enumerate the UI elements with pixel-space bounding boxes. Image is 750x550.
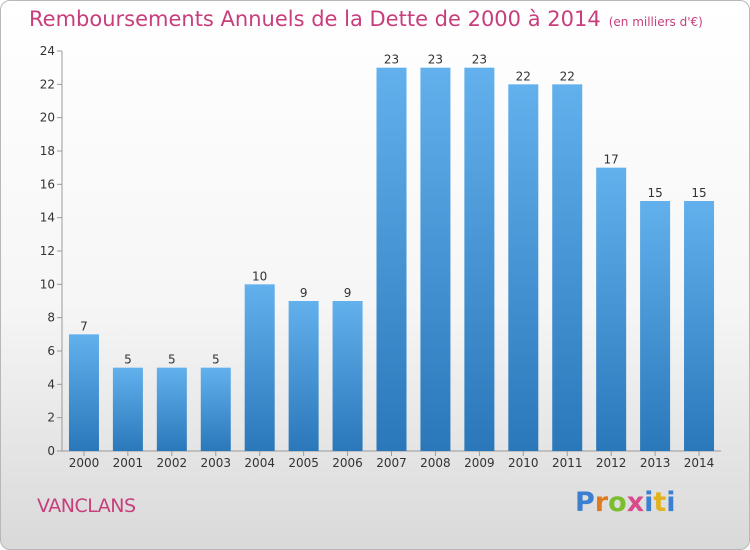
bar [640, 201, 671, 451]
x-tick-label: 2001 [113, 456, 144, 470]
data-label: 5 [168, 353, 176, 367]
x-tick-label: 2007 [376, 456, 407, 470]
data-label: 15 [691, 186, 706, 200]
y-tick-label: 22 [40, 77, 55, 91]
bar [596, 167, 627, 451]
bar [552, 84, 583, 451]
x-tick-label: 2013 [640, 456, 671, 470]
logo-letter: x [626, 487, 645, 518]
y-tick-label: 2 [47, 411, 55, 425]
data-label: 5 [124, 353, 132, 367]
x-tick-label: 2008 [420, 456, 451, 470]
x-tick-label: 2006 [332, 456, 363, 470]
bar [332, 301, 363, 451]
bar [684, 201, 715, 451]
y-tick-label: 14 [40, 211, 55, 225]
bar [68, 334, 99, 451]
y-tick-label: 10 [40, 277, 55, 291]
data-label: 23 [428, 53, 443, 67]
chart-title-main: Remboursements Annuels de la Dette de 20… [29, 7, 601, 31]
y-tick-label: 6 [47, 344, 55, 358]
bar [200, 367, 231, 451]
chart-subtitle: (en milliers d'€) [608, 15, 703, 29]
logo-letter: P [575, 487, 595, 518]
proxiti-logo: Proxiti [575, 487, 676, 518]
bar [420, 67, 451, 452]
bar [244, 284, 275, 451]
data-label: 22 [516, 69, 531, 83]
data-label: 9 [300, 286, 308, 300]
x-tick-label: 2011 [552, 456, 583, 470]
data-label: 23 [472, 53, 487, 67]
logo-letter: t [653, 487, 667, 518]
x-tick-label: 2002 [157, 456, 188, 470]
data-label: 15 [647, 186, 662, 200]
data-label: 9 [344, 286, 352, 300]
x-tick-label: 2004 [244, 456, 275, 470]
x-tick-label: 2014 [684, 456, 715, 470]
x-tick-label: 2010 [508, 456, 539, 470]
data-label: 7 [80, 319, 88, 333]
data-label: 10 [252, 269, 267, 283]
data-label: 5 [212, 353, 220, 367]
logo-letter: r [594, 487, 609, 518]
logo-letter: i [644, 487, 654, 518]
y-tick-label: 8 [47, 311, 55, 325]
x-tick-label: 2012 [596, 456, 627, 470]
bar [376, 67, 407, 452]
data-label: 17 [604, 153, 619, 167]
x-tick-label: 2005 [288, 456, 319, 470]
y-tick-label: 20 [40, 111, 55, 125]
chart-title: Remboursements Annuels de la Dette de 20… [29, 7, 703, 31]
x-tick-label: 2009 [464, 456, 495, 470]
bar [288, 301, 319, 451]
y-tick-label: 16 [40, 177, 55, 191]
y-tick-label: 4 [47, 377, 55, 391]
x-tick-label: 2000 [69, 456, 100, 470]
x-tick-label: 2003 [200, 456, 231, 470]
logo-letter: i [666, 487, 676, 518]
y-tick-label: 24 [40, 44, 55, 58]
data-label: 22 [560, 69, 575, 83]
commune-name: VANCLANS [37, 495, 136, 517]
y-tick-label: 12 [40, 244, 55, 258]
bar [156, 367, 187, 451]
bar [112, 367, 143, 451]
bar [464, 67, 495, 452]
bar [508, 84, 539, 451]
y-tick-label: 0 [47, 444, 55, 458]
data-label: 23 [384, 53, 399, 67]
logo-letter: o [608, 487, 627, 518]
y-tick-label: 18 [40, 144, 55, 158]
